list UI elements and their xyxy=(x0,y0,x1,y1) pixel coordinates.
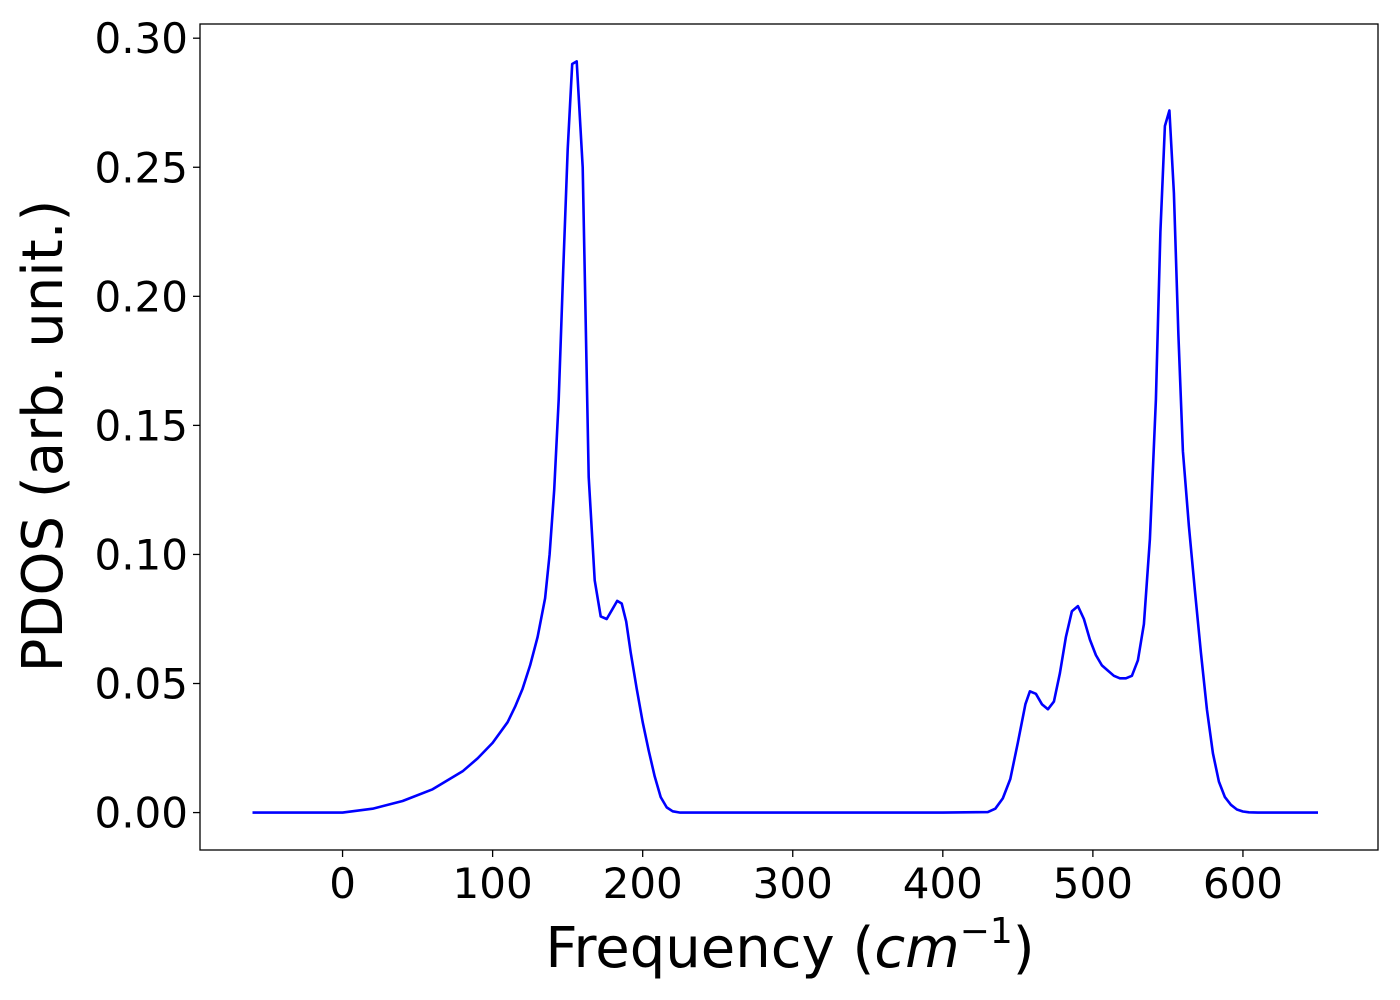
x-axis-title: Frequency (cm−1) xyxy=(545,911,1034,981)
x-tick-label: 600 xyxy=(1203,859,1283,908)
x-tick-label: 0 xyxy=(329,859,356,908)
y-axis-title: PDOS (arb. unit.) xyxy=(11,200,76,673)
x-tick-label: 400 xyxy=(903,859,983,908)
x-tick-label: 300 xyxy=(753,859,833,908)
y-tick-label: 0.20 xyxy=(94,272,188,321)
plot-frame xyxy=(199,23,1379,851)
y-tick-label: 0.30 xyxy=(94,14,188,63)
x-tick-label: 500 xyxy=(1053,859,1133,908)
x-axis: 0 100 200 300 400 500 600 xyxy=(329,850,1283,908)
y-tick-label: 0.10 xyxy=(94,530,188,579)
pdos-series-line-0 xyxy=(252,60,1318,814)
x-axis-title-math: cm xyxy=(874,916,959,981)
plot-area xyxy=(252,60,1318,814)
x-axis-title-suffix: ) xyxy=(1013,916,1035,981)
x-tick-label: 100 xyxy=(453,859,533,908)
y-tick-label: 0.15 xyxy=(94,401,188,450)
y-tick-label: 0.00 xyxy=(94,789,188,838)
x-tick-label: 200 xyxy=(603,859,683,908)
x-axis-title-superscript: −1 xyxy=(960,911,1013,952)
y-axis: 0.00 0.05 0.10 0.15 0.20 0.25 0.30 xyxy=(94,14,200,838)
x-axis-title-prefix: Frequency ( xyxy=(545,916,874,981)
y-tick-label: 0.25 xyxy=(94,143,188,192)
y-tick-label: 0.05 xyxy=(94,660,188,709)
